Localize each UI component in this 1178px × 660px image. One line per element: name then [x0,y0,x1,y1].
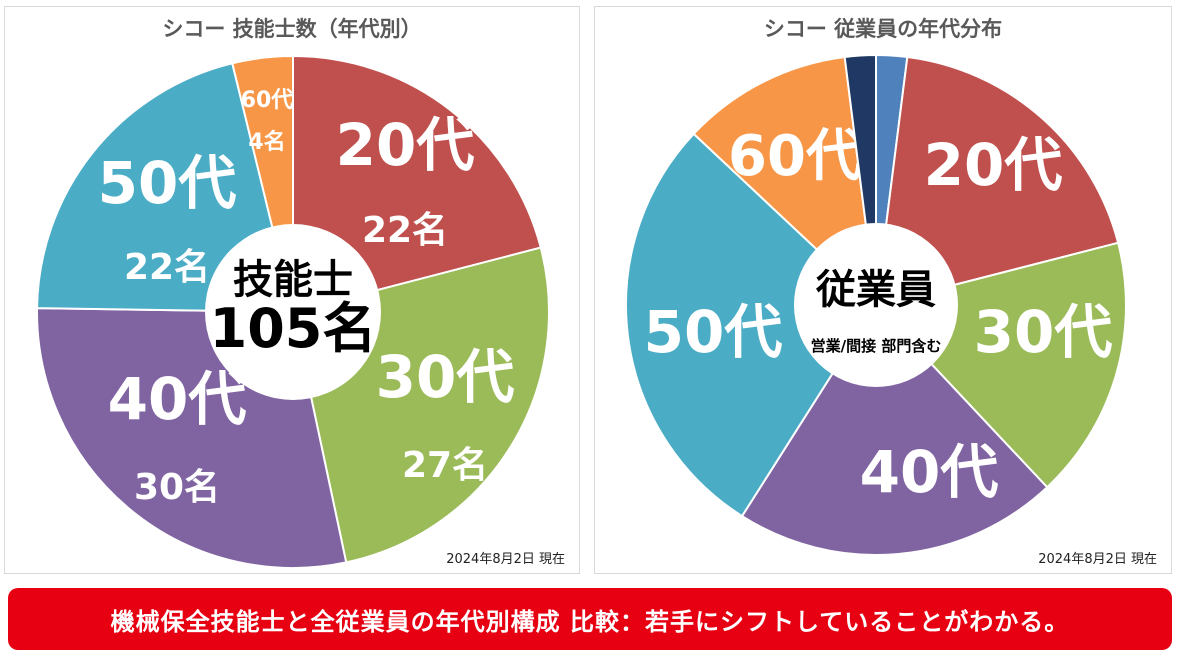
slice-label: 60代 [728,124,862,189]
skilled-workers-chart-panel: シコー 技能士数（年代別） 20代 22名 30代 27名 40代 30名 50代 22名 60… [4,6,580,574]
slice-count-label: 22名 [124,247,210,288]
slice-label: 40代 [860,438,999,506]
slice-label: 50代 [98,149,237,217]
slice-count-label: 30名 [134,467,220,508]
pie-slice [740,303,1049,556]
slice-label: 50代 [644,298,783,366]
center-hole [205,224,381,400]
chart-title: シコー 技能士数（年代別） [162,17,422,41]
summary-text: 機械保全技能士と全従業員の年代別構成 比較：若手にシフトしていることがわかる。 [110,607,1070,636]
slice-count-label: 4名 [248,129,285,155]
slice-count-label: 22名 [362,210,448,251]
slice-label: 30代 [974,298,1113,366]
chart-title: シコー 従業員の年代分布 [763,17,1003,41]
date-note: 2024年8月2日 現在 [446,552,565,567]
center-label: 105名 [210,297,377,360]
slice-label: 20代 [924,131,1063,199]
date-note: 2024年8月2日 現在 [1038,552,1157,567]
slice-label: 20代 [336,111,475,179]
pie-slice [625,132,878,518]
center-label: 従業員 [815,267,936,313]
pie-slice [36,62,295,314]
slice-label: 30代 [376,343,515,411]
slice-count-label: 27名 [402,445,488,486]
slice-label: 60代 [241,88,294,113]
slice-label: 40代 [108,365,247,433]
center-label: 営業/間接 部門含む [811,337,942,355]
center-hole [794,223,958,387]
pie-slice [874,55,1120,307]
pie-slice [292,54,542,314]
summary-banner: 機械保全技能士と全従業員の年代別構成 比較：若手にシフトしていることがわかる。 [8,588,1172,650]
employees-chart-panel: シコー 従業員の年代分布 20代 30代 40代 50代 60代従業員営業/間接 部門含… [594,6,1172,574]
center-label: 技能士 [233,257,353,303]
